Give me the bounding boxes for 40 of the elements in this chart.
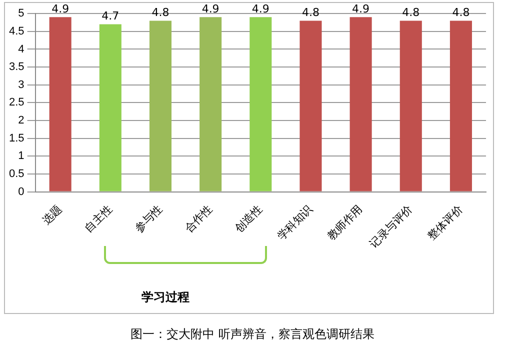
- data-label: 4.9: [202, 2, 220, 16]
- data-label: 4.9: [352, 2, 370, 16]
- x-tick-label: 选题: [40, 202, 65, 228]
- bar: [250, 17, 272, 192]
- y-tick-label: 2.5: [8, 96, 24, 109]
- bar: [400, 20, 422, 192]
- y-tick-label: 2: [18, 114, 24, 127]
- y-tick-label: 1: [18, 150, 24, 162]
- data-label: 4.8: [452, 6, 470, 20]
- data-label: 4.8: [152, 6, 170, 20]
- x-tick-label: 教师作用: [325, 203, 366, 243]
- x-tick-label: 自主性: [82, 202, 115, 236]
- bar: [49, 17, 72, 192]
- bar: [200, 17, 222, 192]
- y-tick-label: 1.5: [8, 132, 24, 144]
- x-tick-label: 创造性: [232, 202, 265, 236]
- text: 图一：交大附中 听声辨音，察言观色调研结果: [130, 326, 376, 343]
- bar: [99, 24, 122, 192]
- bar: [350, 17, 372, 192]
- y-tick-label: 3: [18, 78, 24, 91]
- x-tick-label: 参与性: [132, 202, 165, 236]
- y-tick-label: 3.5: [8, 61, 24, 74]
- y-tick-label: 0.5: [8, 168, 24, 180]
- bar: [300, 20, 322, 192]
- data-label: 4.9: [52, 2, 70, 16]
- data-label: 4.7: [102, 10, 120, 23]
- data-label: 4.9: [252, 2, 270, 16]
- text: 学习过程: [142, 289, 190, 306]
- x-tick-label: 合作性: [182, 202, 215, 236]
- bar: [149, 20, 172, 192]
- data-label: 4.8: [402, 6, 420, 20]
- x-tick-label: 记录与评价: [367, 202, 416, 251]
- x-tick-label: 整体评价: [426, 203, 466, 243]
- y-tick-label: 0: [18, 186, 24, 198]
- y-tick-label: 5: [18, 8, 24, 20]
- data-label: 4.8: [302, 6, 320, 20]
- y-tick-label: 4.5: [8, 25, 24, 38]
- y-tick-label: 4: [18, 43, 24, 56]
- x-tick-label: 学科知识: [275, 203, 315, 243]
- bar: [450, 20, 472, 192]
